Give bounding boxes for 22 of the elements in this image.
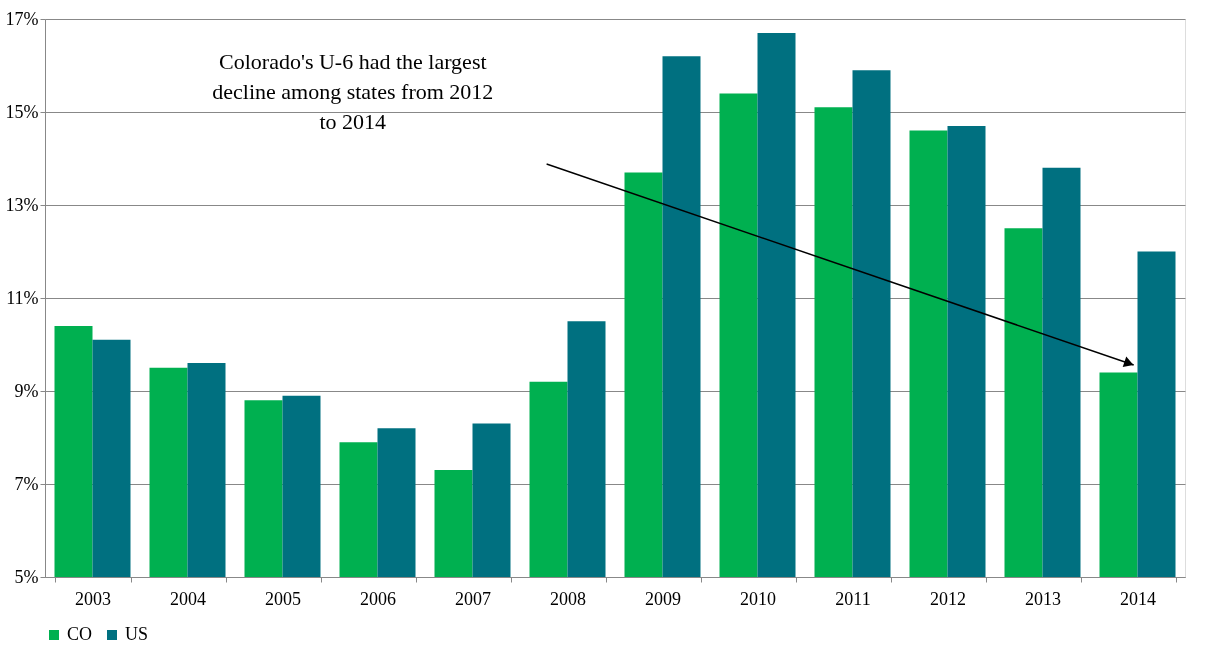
x-tick-label: 2011 <box>835 588 871 609</box>
y-tick-label: 13% <box>5 194 39 215</box>
x-tick-label: 2005 <box>265 588 301 609</box>
x-tick-label: 2010 <box>740 588 776 609</box>
y-tick-label: 11% <box>6 287 39 308</box>
x-tick-label: 2004 <box>170 588 206 609</box>
annotation: Colorado's U-6 had the largest decline among states from 2012 to 2014 <box>212 49 494 135</box>
y-tick-label: 15% <box>5 101 39 122</box>
x-tick-label: 2009 <box>645 588 681 609</box>
legend-label: CO <box>67 624 93 644</box>
x-tick-label: 2007 <box>455 588 491 609</box>
x-tick-label: 2003 <box>75 588 111 609</box>
x-tick-label: 2013 <box>1025 588 1061 609</box>
legend-label: US <box>125 624 149 644</box>
x-tick-label: 2012 <box>930 588 966 609</box>
x-tick-label: 2006 <box>360 588 396 609</box>
x-tick-label: 2014 <box>1120 588 1156 609</box>
y-tick-label: 5% <box>14 566 39 587</box>
y-tick-label: 17% <box>5 8 39 29</box>
y-tick-label: 7% <box>14 473 39 494</box>
y-tick-label: 9% <box>14 380 39 401</box>
x-tick-label: 2008 <box>550 588 586 609</box>
